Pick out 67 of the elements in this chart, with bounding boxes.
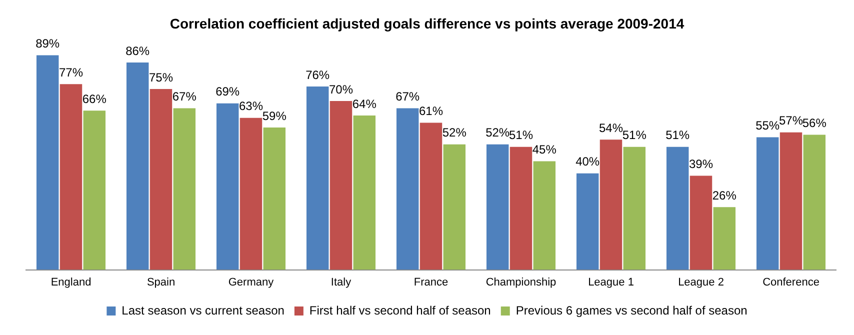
data-label: 76% (306, 68, 330, 82)
x-tick-label: Championship (486, 276, 556, 288)
data-label: 26% (712, 188, 737, 202)
data-label: 45% (532, 142, 557, 157)
bar (216, 103, 239, 270)
bar (803, 134, 826, 270)
bar (353, 115, 376, 270)
bar (420, 122, 442, 270)
x-tick-label: League 2 (678, 276, 724, 288)
chart-title: Correlation coefficient adjusted goals difference vs points average 2009-2014 (170, 15, 684, 32)
legend-label: Previous 6 games vs second half of season (516, 303, 748, 318)
bar (576, 173, 599, 270)
data-label: 70% (328, 82, 354, 96)
data-label: 67% (172, 90, 197, 104)
data-label: 54% (598, 120, 624, 135)
data-label: 67% (396, 90, 420, 104)
bar (36, 55, 59, 270)
bar (306, 86, 329, 270)
data-label: 51% (666, 128, 690, 142)
data-label: 66% (82, 92, 107, 106)
bar (780, 132, 802, 270)
bar (623, 146, 646, 270)
bar (396, 108, 419, 270)
bar (713, 207, 736, 270)
x-tick-label: France (414, 276, 448, 288)
legend-label: Last season vs current season (122, 303, 284, 318)
x-tick-label: Germany (228, 276, 274, 288)
data-label: 69% (216, 84, 240, 99)
bar (756, 137, 779, 270)
bar (263, 128, 286, 270)
x-tick-label: England (50, 276, 92, 288)
data-label: 63% (238, 99, 264, 114)
x-tick-label: Conference (762, 276, 820, 288)
bar (126, 62, 149, 270)
data-label: 55% (756, 118, 780, 132)
x-tick-label: Italy (330, 276, 352, 288)
data-label: 59% (262, 108, 287, 123)
data-label: 52% (442, 126, 467, 140)
data-label: 51% (622, 128, 647, 142)
bar (240, 118, 262, 270)
data-label: 89% (36, 36, 60, 51)
bar (150, 88, 172, 270)
data-label: 52% (486, 126, 510, 140)
data-label: 39% (688, 157, 714, 172)
bar (690, 176, 712, 270)
legend-label: First half vs second half of season (309, 303, 491, 318)
x-tick-label: League 1 (588, 276, 634, 288)
data-label: 75% (148, 70, 174, 84)
data-label: 86% (126, 44, 150, 58)
bar (666, 146, 689, 270)
bar (83, 110, 106, 270)
bar (60, 84, 82, 270)
data-label: 64% (352, 96, 377, 111)
bar (443, 144, 466, 270)
x-tick-label: Spain (146, 276, 176, 288)
bar (600, 140, 622, 270)
data-label: 77% (58, 65, 84, 80)
bar (330, 101, 352, 270)
bar (533, 161, 556, 270)
data-label: 40% (576, 154, 600, 169)
bar (510, 146, 532, 270)
data-label: 56% (802, 116, 827, 130)
bar (173, 108, 196, 270)
data-label: 57% (778, 114, 804, 128)
bar (486, 144, 509, 270)
data-label: 51% (508, 128, 534, 142)
data-label: 61% (418, 104, 444, 118)
